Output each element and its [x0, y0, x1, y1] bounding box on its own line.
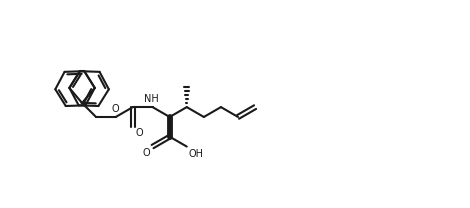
Text: NH: NH	[144, 94, 158, 104]
Text: O: O	[112, 104, 119, 114]
Text: O: O	[142, 147, 150, 157]
Text: O: O	[135, 128, 143, 138]
Text: OH: OH	[189, 149, 204, 158]
